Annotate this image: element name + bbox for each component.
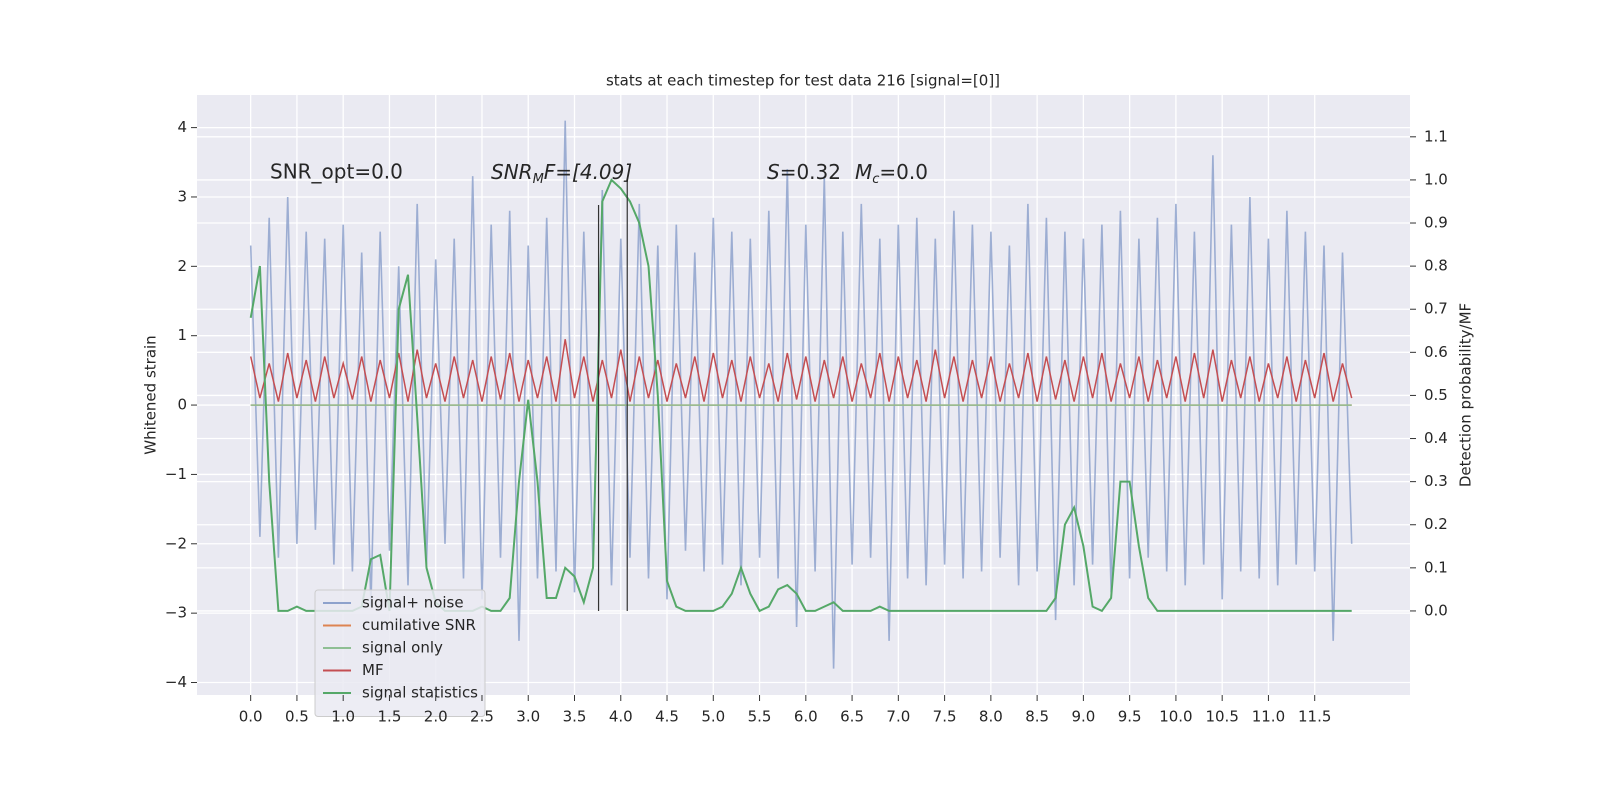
annotation-part: SNR [491,160,533,184]
y-tick-label: 4 [177,118,187,136]
legend-label: signal+ noise [362,594,464,612]
series-line [249,120,1353,669]
y2-tick-label: 0.9 [1424,214,1448,232]
x-tick-label: 10.0 [1159,708,1192,726]
x-tick-label: 4.0 [609,708,633,726]
y2-tick-label: 0.4 [1424,429,1448,447]
series-line [249,339,1353,402]
x-tick-label: 9.5 [1118,708,1142,726]
legend-label: signal only [362,639,443,657]
x-tick-label: 5.0 [701,708,725,726]
grid [197,95,1410,695]
y-tick-label: 0 [177,396,187,414]
annotation-part: F=[4.09] [544,160,632,184]
y2-tick-label: 1.0 [1424,170,1448,188]
annotation-part: M [533,172,544,187]
annotation: SNRMF=[4.09] [491,160,632,187]
annotation: SNR_opt=0.0 [270,160,403,184]
y2-tick-label: 0.1 [1424,558,1448,576]
y-tick-label: −3 [165,604,187,622]
x-tick-label: 2.5 [470,708,494,726]
y2-tick-label: 0.3 [1424,472,1448,490]
x-tick-label: 7.5 [933,708,957,726]
x-tick-label: 8.0 [979,708,1003,726]
y2-tick-label: 1.1 [1424,127,1448,145]
y2-tick-label: 0.6 [1424,343,1448,361]
annotation-part: =0.0 [879,160,928,184]
x-tick-label: 8.5 [1025,708,1049,726]
y-tick-label: 1 [177,326,187,344]
legend-label: MF [362,661,384,679]
annotation: S=0.32 Mc=0.0 [767,160,928,187]
y-tick-label: 2 [177,257,187,275]
y2-tick-label: 0.2 [1424,515,1448,533]
x-tick-label: 2.0 [424,708,448,726]
annotation-part: M [855,160,872,184]
annotation-part: =0.32 [780,160,841,184]
y-tick-label: 3 [177,187,187,205]
x-tick-label: 7.0 [886,708,910,726]
legend-box [314,589,486,717]
x-tick-label: 4.5 [655,708,679,726]
y-tick-label: −1 [165,465,187,483]
x-tick-label: 11.0 [1252,708,1285,726]
x-tick-label: 10.5 [1205,708,1238,726]
chart-title: stats at each timestep for test data 216… [606,72,1000,90]
legend: signal+ noise cumilative SNR signal only MF… [314,589,486,717]
x-tick-label: 0.0 [239,708,263,726]
x-tick-label: 3.5 [563,708,587,726]
y2-tick-label: 0.0 [1424,601,1448,619]
x-tick-label: 11.5 [1298,708,1331,726]
legend-label: cumilative SNR [362,616,476,634]
x-tick-label: 6.5 [840,708,864,726]
annotation-part: c [872,172,879,187]
x-tick-label: 3.0 [516,708,540,726]
y2-tick-label: 0.7 [1424,300,1448,318]
x-tick-label: 9.0 [1071,708,1095,726]
annotation-part: S [767,160,780,184]
x-tick-label: 1.5 [378,708,402,726]
y2-tick-label: 0.5 [1424,386,1448,404]
legend-label: signal statistics [362,684,478,702]
x-tick-label: 0.5 [285,708,309,726]
y-axis-label: Whitened strain [142,335,160,454]
y2-axis-label: Detection probability/MF [1457,303,1475,487]
y2-tick-label: 0.8 [1424,257,1448,275]
x-tick-label: 1.0 [331,708,355,726]
x-tick-label: 5.5 [748,708,772,726]
x-tick-label: 6.0 [794,708,818,726]
y-tick-label: −4 [165,673,187,691]
y-tick-label: −2 [165,534,187,552]
